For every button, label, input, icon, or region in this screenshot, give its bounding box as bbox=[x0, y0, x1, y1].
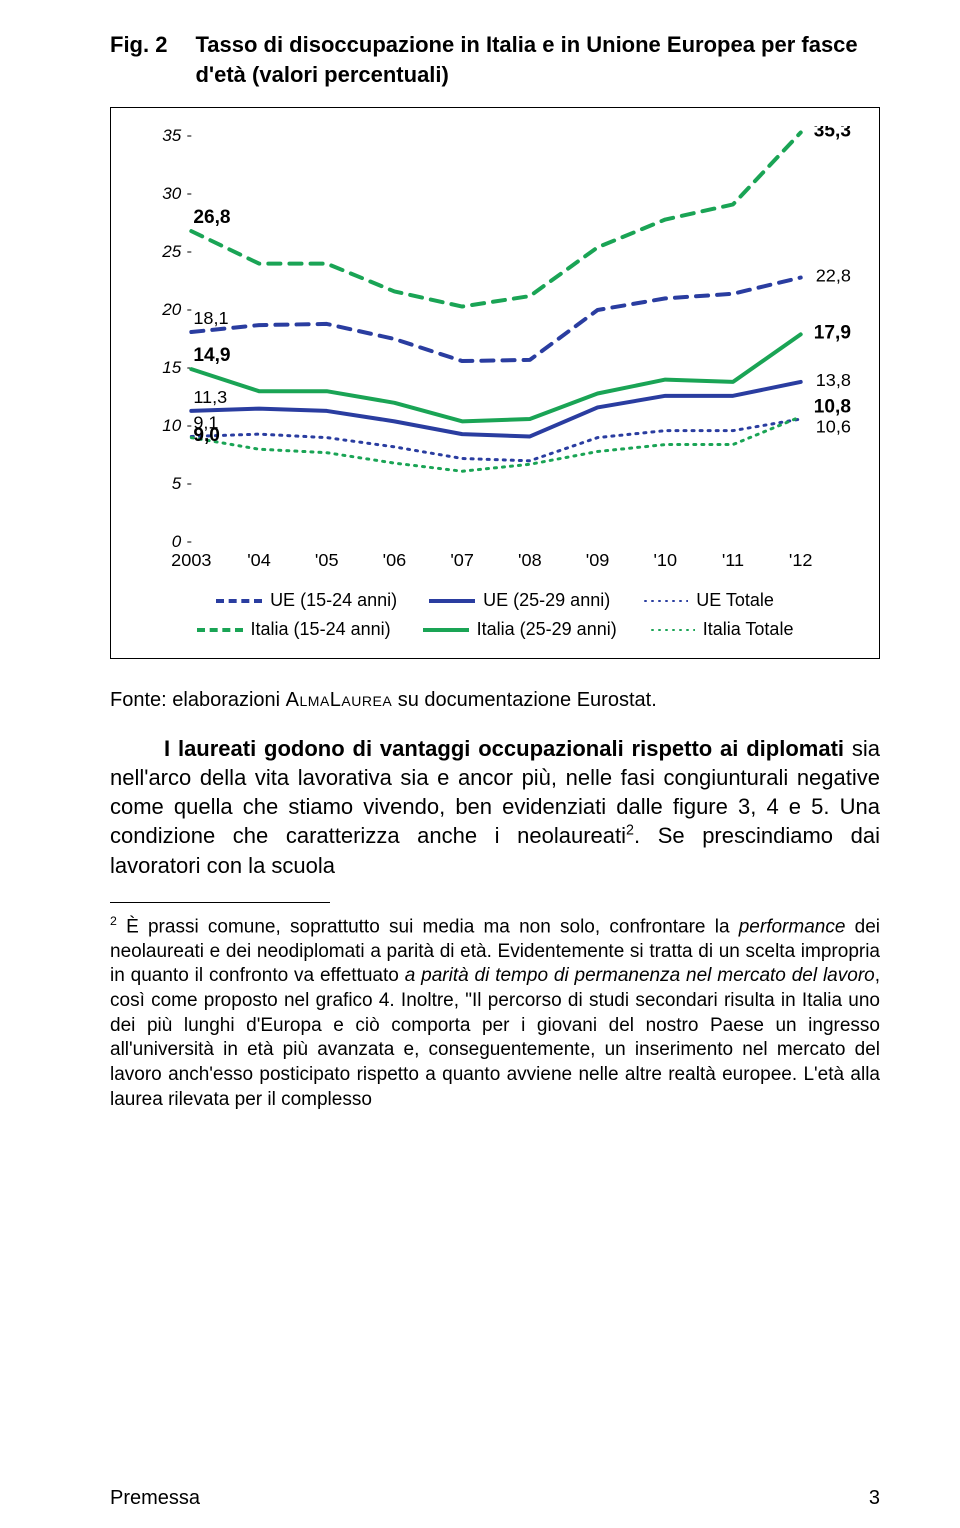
svg-text:10,6: 10,6 bbox=[816, 417, 851, 437]
svg-text:20: 20 bbox=[161, 300, 182, 319]
svg-text:26,8: 26,8 bbox=[193, 208, 230, 229]
svg-text:18,1: 18,1 bbox=[193, 308, 228, 328]
legend-item: Italia (15-24 anni) bbox=[197, 619, 391, 640]
chart-container: 0 5 10 15 20 25 30 35 2003 '04 '05 '06 '07 '08 '09 '10 '… bbox=[110, 107, 880, 659]
svg-text:0: 0 bbox=[172, 532, 182, 551]
para-lead: I laureati godono di vantaggi occupazion… bbox=[164, 736, 844, 761]
legend-swatch bbox=[429, 599, 475, 603]
svg-text:11,3: 11,3 bbox=[193, 387, 227, 407]
svg-text:'08: '08 bbox=[518, 550, 542, 570]
svg-text:2003: 2003 bbox=[171, 550, 211, 570]
source-line: Fonte: elaborazioni AlmaLaurea su docume… bbox=[110, 689, 880, 712]
svg-text:35,3: 35,3 bbox=[814, 126, 851, 142]
svg-text:22,8: 22,8 bbox=[816, 266, 851, 286]
legend-label: UE Totale bbox=[696, 590, 774, 611]
source-prefix: Fonte: elaborazioni bbox=[110, 689, 286, 711]
page-footer: Premessa 3 bbox=[110, 1487, 880, 1510]
footnote-number: 2 bbox=[110, 914, 117, 928]
svg-text:13,8: 13,8 bbox=[816, 370, 851, 390]
svg-text:'06: '06 bbox=[383, 550, 407, 570]
footer-left: Premessa bbox=[110, 1487, 200, 1510]
legend-swatch bbox=[423, 628, 469, 632]
svg-text:'04: '04 bbox=[247, 550, 271, 570]
legend-label: UE (15-24 anni) bbox=[270, 590, 397, 611]
footer-right: 3 bbox=[869, 1487, 880, 1510]
svg-text:5: 5 bbox=[172, 474, 182, 493]
body-paragraph: I laureati godono di vantaggi occupazion… bbox=[110, 734, 880, 879]
figure-label: Fig. 2 bbox=[110, 30, 195, 89]
legend-swatch bbox=[642, 599, 688, 603]
svg-text:10,8: 10,8 bbox=[814, 397, 851, 418]
svg-text:10: 10 bbox=[162, 416, 182, 435]
legend-item: UE (15-24 anni) bbox=[216, 590, 397, 611]
legend-label: Italia (25-29 anni) bbox=[477, 619, 617, 640]
source-smallcaps: AlmaLaurea bbox=[286, 689, 392, 711]
figure-caption: Fig. 2 Tasso di disoccupazione in Italia… bbox=[110, 30, 880, 89]
svg-text:'12: '12 bbox=[789, 550, 813, 570]
legend-item: UE (25-29 anni) bbox=[429, 590, 610, 611]
legend-item: UE Totale bbox=[642, 590, 774, 611]
svg-text:'11: '11 bbox=[722, 550, 744, 570]
legend-item: Italia Totale bbox=[649, 619, 794, 640]
svg-text:'10: '10 bbox=[653, 550, 677, 570]
svg-text:15: 15 bbox=[162, 358, 182, 377]
legend-swatch bbox=[216, 599, 262, 603]
svg-text:'07: '07 bbox=[450, 550, 474, 570]
footnote-separator bbox=[110, 902, 330, 903]
svg-text:14,9: 14,9 bbox=[193, 346, 230, 367]
svg-text:'05: '05 bbox=[315, 550, 339, 570]
chart-legend: UE (15-24 anni) UE (25-29 anni) UE Totale I… bbox=[133, 574, 857, 644]
legend-label: Italia Totale bbox=[703, 619, 794, 640]
footnote-text: 2 È prassi comune, soprattutto sui media… bbox=[110, 913, 880, 1113]
svg-text:17,9: 17,9 bbox=[814, 323, 851, 344]
legend-swatch bbox=[197, 628, 243, 632]
legend-label: UE (25-29 anni) bbox=[483, 590, 610, 611]
svg-text:'09: '09 bbox=[586, 550, 610, 570]
figure-title: Tasso di disoccupazione in Italia e in U… bbox=[195, 30, 880, 89]
source-suffix: su documentazione Eurostat. bbox=[392, 689, 657, 711]
svg-text:9,0: 9,0 bbox=[193, 426, 220, 447]
svg-text:30: 30 bbox=[162, 184, 182, 203]
legend-swatch bbox=[649, 628, 695, 632]
line-chart: 0 5 10 15 20 25 30 35 2003 '04 '05 '06 '07 '08 '09 '10 '… bbox=[133, 126, 857, 574]
legend-label: Italia (15-24 anni) bbox=[251, 619, 391, 640]
svg-text:25: 25 bbox=[161, 242, 182, 261]
legend-item: Italia (25-29 anni) bbox=[423, 619, 617, 640]
svg-text:35: 35 bbox=[162, 126, 182, 145]
